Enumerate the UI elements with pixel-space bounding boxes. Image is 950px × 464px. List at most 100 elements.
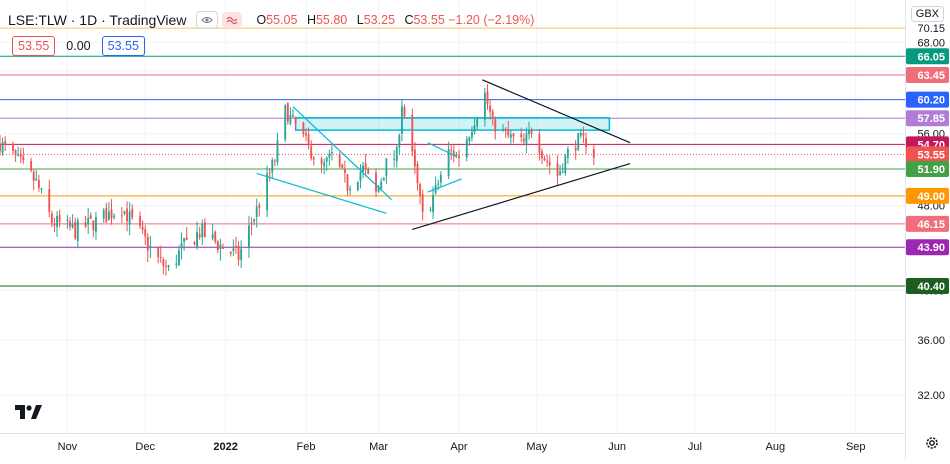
level-tag-text: 57.85 [917,113,945,125]
candle-body [413,149,416,167]
candle-body [203,222,206,237]
gear-icon[interactable] [924,435,940,456]
low-label: L [356,13,364,27]
y-tick-label: 32.00 [917,390,945,402]
level-tag-text: 40.40 [917,281,945,293]
candle-body [561,171,564,173]
candle-body [74,222,77,239]
candle-body [411,114,414,152]
candle-body [250,222,253,225]
candle-body [393,158,396,160]
candle-body [458,155,460,159]
candle-body [582,132,585,136]
candle-body [219,244,222,250]
level-tag [906,146,949,163]
level-tag-text: 49.00 [917,191,945,203]
trendline [427,178,462,193]
candle-body [382,177,385,181]
x-tick-label: May [526,441,547,453]
candle-body [574,147,577,151]
candle-body [268,172,271,174]
candle-body [520,133,523,138]
candle-body [32,171,35,181]
candle-body [216,241,219,250]
candle-body [113,215,116,218]
candle-body [144,229,147,237]
candle-body [509,134,512,138]
candle-body [543,158,546,161]
candle-body [367,168,370,174]
buy-button[interactable]: 53.55 [101,36,145,56]
candle-body [486,91,489,104]
sell-button[interactable]: 53.55 [12,36,56,56]
candle-body [437,183,440,185]
level-tag [906,187,949,204]
candle-body [502,128,504,130]
x-tick-label: Dec [135,441,155,453]
eye-icon[interactable] [196,11,219,29]
candle-body [577,133,580,150]
candle-body [110,209,113,219]
candle-body [0,143,1,152]
candle-body [84,222,87,227]
candle-body [128,211,131,225]
candle-body [476,118,479,127]
candle-body [30,160,33,171]
candle-body [346,174,349,191]
candle-body [157,247,160,258]
candle-body [120,215,123,217]
candle-body [123,211,126,215]
candle-body [19,154,22,157]
x-tick-label: Aug [766,441,786,453]
candle-body [559,171,562,176]
candle-body [429,209,432,211]
candle-body [452,150,455,157]
level-tag-text: 43.90 [917,242,945,254]
candle-body [403,107,406,117]
zone-rectangle [294,117,611,131]
candle-body [343,169,346,174]
wave-icon[interactable] [222,12,243,28]
symbol-title[interactable]: LSE:TLW · 1D · TradingView [8,12,187,28]
candle-body [522,138,525,142]
candle-body [69,220,71,227]
candle-body [273,160,276,162]
candle-body [139,215,141,227]
currency-button[interactable]: GBX [910,6,944,22]
candle-body [50,213,53,224]
close-value: 53.55 −1.20 (−2.19%) [413,13,535,27]
candle-body [419,184,422,196]
candle-body [266,173,269,211]
candle-body [53,223,56,226]
candle-body [359,172,362,182]
candle-body [330,152,333,154]
candle-body [489,105,492,112]
candle-body [447,148,450,177]
candle-body [341,164,344,168]
candle-body [17,154,20,156]
candle-body [541,151,543,159]
level-tag [906,67,949,84]
candle-body [323,162,326,167]
candle-body [338,153,341,167]
candle-body [149,245,152,248]
level-tag-text: 63.45 [917,70,945,82]
level-tag [906,239,949,256]
candle-body [235,246,237,248]
spread-value: 0.00 [66,39,91,53]
candle-body [167,265,170,268]
candle-body [538,134,541,153]
level-tag-text: 51.90 [917,164,945,176]
candle-body [546,160,549,163]
candle-body [507,129,510,136]
candle-body [302,122,305,135]
candle-body [141,226,144,230]
candle-body [310,145,313,159]
x-tick-label: Sep [846,441,866,453]
candle-body [71,224,74,228]
candle-body [528,130,530,135]
tradingview-logo-icon[interactable] [14,402,44,422]
candle-body [89,215,92,219]
